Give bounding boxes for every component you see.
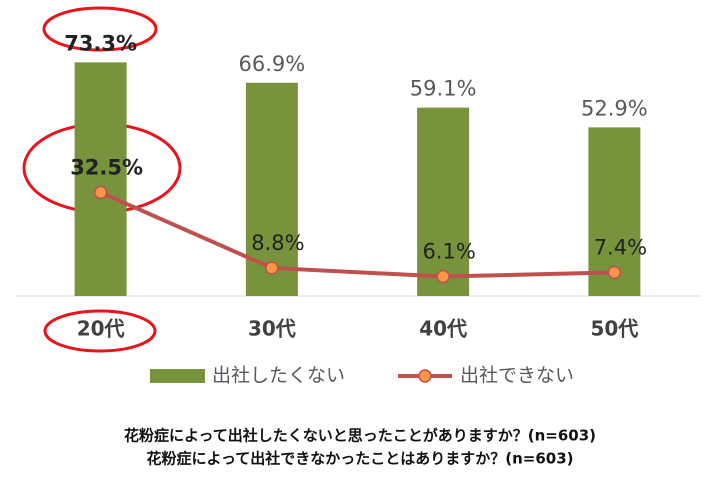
bar (417, 107, 470, 297)
legend-label: 出社できない (460, 365, 574, 387)
caption: 花粉症によって出社できなかったことはありますか？(n=603) (146, 450, 573, 468)
data-label: 6.1% (422, 240, 475, 264)
legend-swatch (418, 369, 432, 383)
line (99, 190, 615, 279)
bar (74, 62, 127, 297)
marker (436, 269, 450, 284)
data-label: 73.3% (64, 31, 137, 55)
caption: 花粉症によって出社したくないと思ったことがありますか？(n=603) (124, 427, 596, 445)
data-label: 66.9% (239, 52, 306, 76)
data-label: 7.4% (594, 235, 647, 259)
legend-label: 出社したくない (212, 365, 345, 387)
x-tick-label: 20代 (77, 317, 125, 341)
marker (265, 261, 279, 275)
data-label: 59.1% (410, 77, 477, 101)
highlight-circle (42, 6, 158, 52)
x-tick-label: 40代 (419, 317, 467, 341)
marker (93, 185, 108, 200)
data-label: 8.8% (251, 231, 304, 255)
x-tick-label: 50代 (590, 317, 638, 341)
marker (607, 265, 622, 280)
legend-swatch (150, 369, 205, 383)
highlight-circle (43, 309, 157, 353)
x-tick-label: 30代 (248, 317, 296, 341)
data-label: 32.5% (70, 155, 143, 179)
data-label: 52.9% (581, 96, 648, 120)
